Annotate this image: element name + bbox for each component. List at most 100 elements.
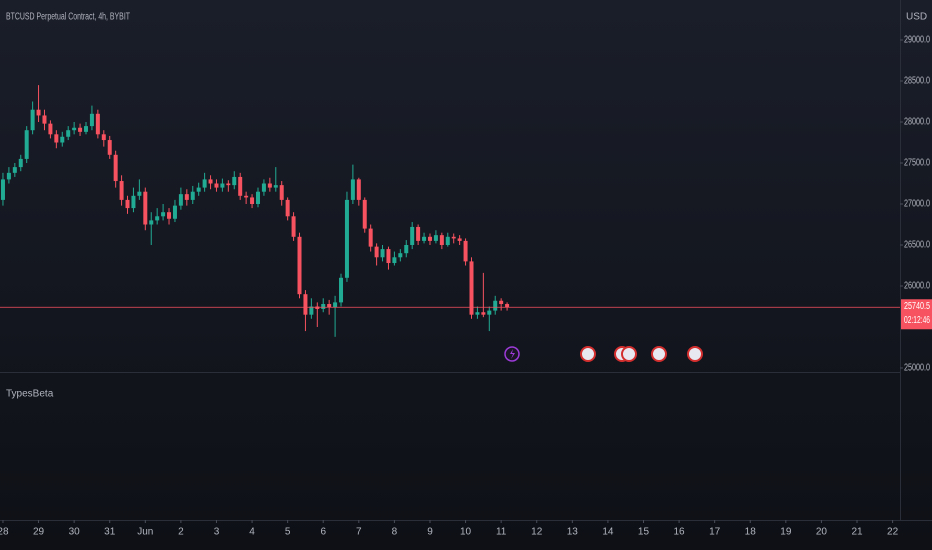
candle-body — [178, 194, 183, 206]
candle-body — [107, 140, 112, 155]
y-tick-label: 28000.0 — [904, 117, 930, 128]
candle-body — [273, 185, 278, 188]
candle-body — [321, 304, 326, 309]
candle-body — [327, 304, 332, 308]
candle-body — [309, 306, 314, 315]
y-tick-label: 26500.0 — [904, 240, 930, 251]
candle-body — [427, 236, 432, 241]
candle-body — [439, 235, 444, 245]
candle-body — [261, 183, 266, 192]
last-price-tag — [901, 299, 932, 330]
candle-body — [469, 261, 474, 315]
x-tick-label: 13 — [567, 527, 579, 538]
candle-body — [499, 300, 504, 305]
candle-body — [362, 199, 367, 229]
x-tick-label: 8 — [392, 527, 398, 538]
x-tick-label: 18 — [745, 527, 757, 538]
candle-body — [72, 127, 77, 131]
candle-body — [481, 312, 486, 315]
candle-body — [487, 310, 492, 315]
candle-body — [30, 109, 35, 131]
candle-body — [208, 179, 213, 184]
x-tick-label: 6 — [320, 527, 326, 538]
x-tick-label: 30 — [69, 527, 81, 538]
candle-body — [131, 195, 136, 209]
x-tick-label: 31 — [104, 527, 116, 538]
candle-body — [54, 134, 59, 143]
candle-body — [137, 191, 142, 196]
x-tick-label: 14 — [602, 527, 614, 538]
candle-body — [333, 302, 338, 308]
x-tick-label: 3 — [214, 527, 220, 538]
candle-body — [0, 179, 5, 200]
x-tick-label: 16 — [674, 527, 686, 538]
candle-body — [291, 216, 296, 237]
x-tick-label: 15 — [638, 527, 650, 538]
candle-body — [184, 194, 189, 200]
candle-body — [244, 195, 249, 198]
x-tick-label: 2 — [178, 527, 184, 538]
event-icon — [580, 346, 596, 362]
candle-body — [368, 228, 373, 247]
candle-body — [48, 123, 53, 135]
candle-body — [42, 115, 47, 124]
x-tick-label: 9 — [427, 527, 433, 538]
candle-body — [12, 167, 17, 173]
candle-body — [161, 212, 166, 217]
candle-body — [250, 197, 255, 204]
candle-body — [398, 253, 403, 258]
candle-body — [356, 179, 361, 200]
y-tick-label: 26000.0 — [904, 281, 930, 292]
candle-body — [125, 199, 130, 209]
axis-unit: USD — [906, 12, 927, 23]
x-tick-label: Jun — [137, 527, 153, 538]
x-tick-label: 29 — [33, 527, 45, 538]
y-tick-label: 27500.0 — [904, 158, 930, 169]
candle-body — [475, 312, 480, 315]
candle-body — [95, 113, 100, 135]
x-tick-label: 28 — [0, 527, 9, 538]
candle-body — [374, 246, 379, 258]
candle-body — [493, 300, 498, 311]
candle-body — [297, 236, 302, 295]
x-tick-label: 12 — [531, 527, 543, 538]
candle-body — [214, 183, 219, 188]
candle-body — [267, 183, 272, 188]
candle-body — [315, 306, 320, 309]
candle-body — [220, 183, 225, 188]
x-tick-label: 5 — [285, 527, 291, 538]
candle-body — [350, 179, 355, 200]
candle-body — [457, 238, 462, 241]
candle-body — [18, 158, 23, 168]
candle-body — [167, 212, 172, 219]
x-tick-label: 11 — [496, 527, 507, 538]
candle-body — [416, 226, 421, 241]
candle-body — [255, 191, 260, 204]
candle-body — [78, 127, 83, 132]
candle-body — [303, 294, 308, 315]
candle-body — [66, 130, 71, 137]
candle-body — [83, 126, 88, 132]
x-tick-label: 20 — [816, 527, 828, 538]
y-tick-label: 27000.0 — [904, 199, 930, 210]
candle-body — [149, 220, 154, 225]
x-tick-label: 19 — [780, 527, 792, 538]
y-tick-label: 28500.0 — [904, 76, 930, 87]
candle-body — [190, 191, 195, 200]
candle-body — [386, 249, 391, 264]
event-icon — [651, 346, 667, 362]
candle-body — [344, 199, 349, 278]
candle-body — [463, 240, 468, 262]
candle-body — [36, 109, 41, 116]
candle-body — [410, 226, 415, 245]
candle-body — [196, 187, 201, 192]
y-tick-label: 25000.0 — [904, 363, 930, 374]
candle-body — [422, 236, 427, 241]
x-tick-label: 4 — [249, 527, 255, 538]
candle-body — [24, 130, 29, 159]
candle-body — [119, 181, 124, 200]
candle-body — [6, 172, 11, 180]
candle-body — [89, 113, 94, 127]
